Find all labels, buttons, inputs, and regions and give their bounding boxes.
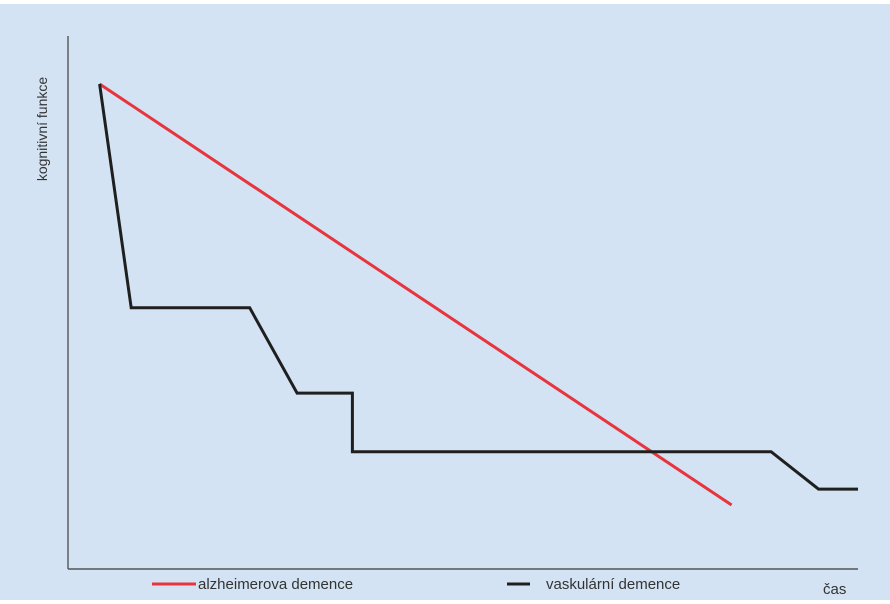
x-axis-label: čas [823,581,846,598]
legend-label-0: alzheimerova demence [198,576,353,593]
series-layer [98,82,858,507]
series-line-1 [98,83,858,491]
chart-svg: kognitivní funkce čas alzheimerova demen… [34,36,858,598]
y-axis-label: kognitivní funkce [34,77,50,181]
legend-label-1: vaskulární demence [546,576,680,593]
series-line-0 [98,82,733,507]
legend: alzheimerova demence vaskulární demence [152,576,680,593]
